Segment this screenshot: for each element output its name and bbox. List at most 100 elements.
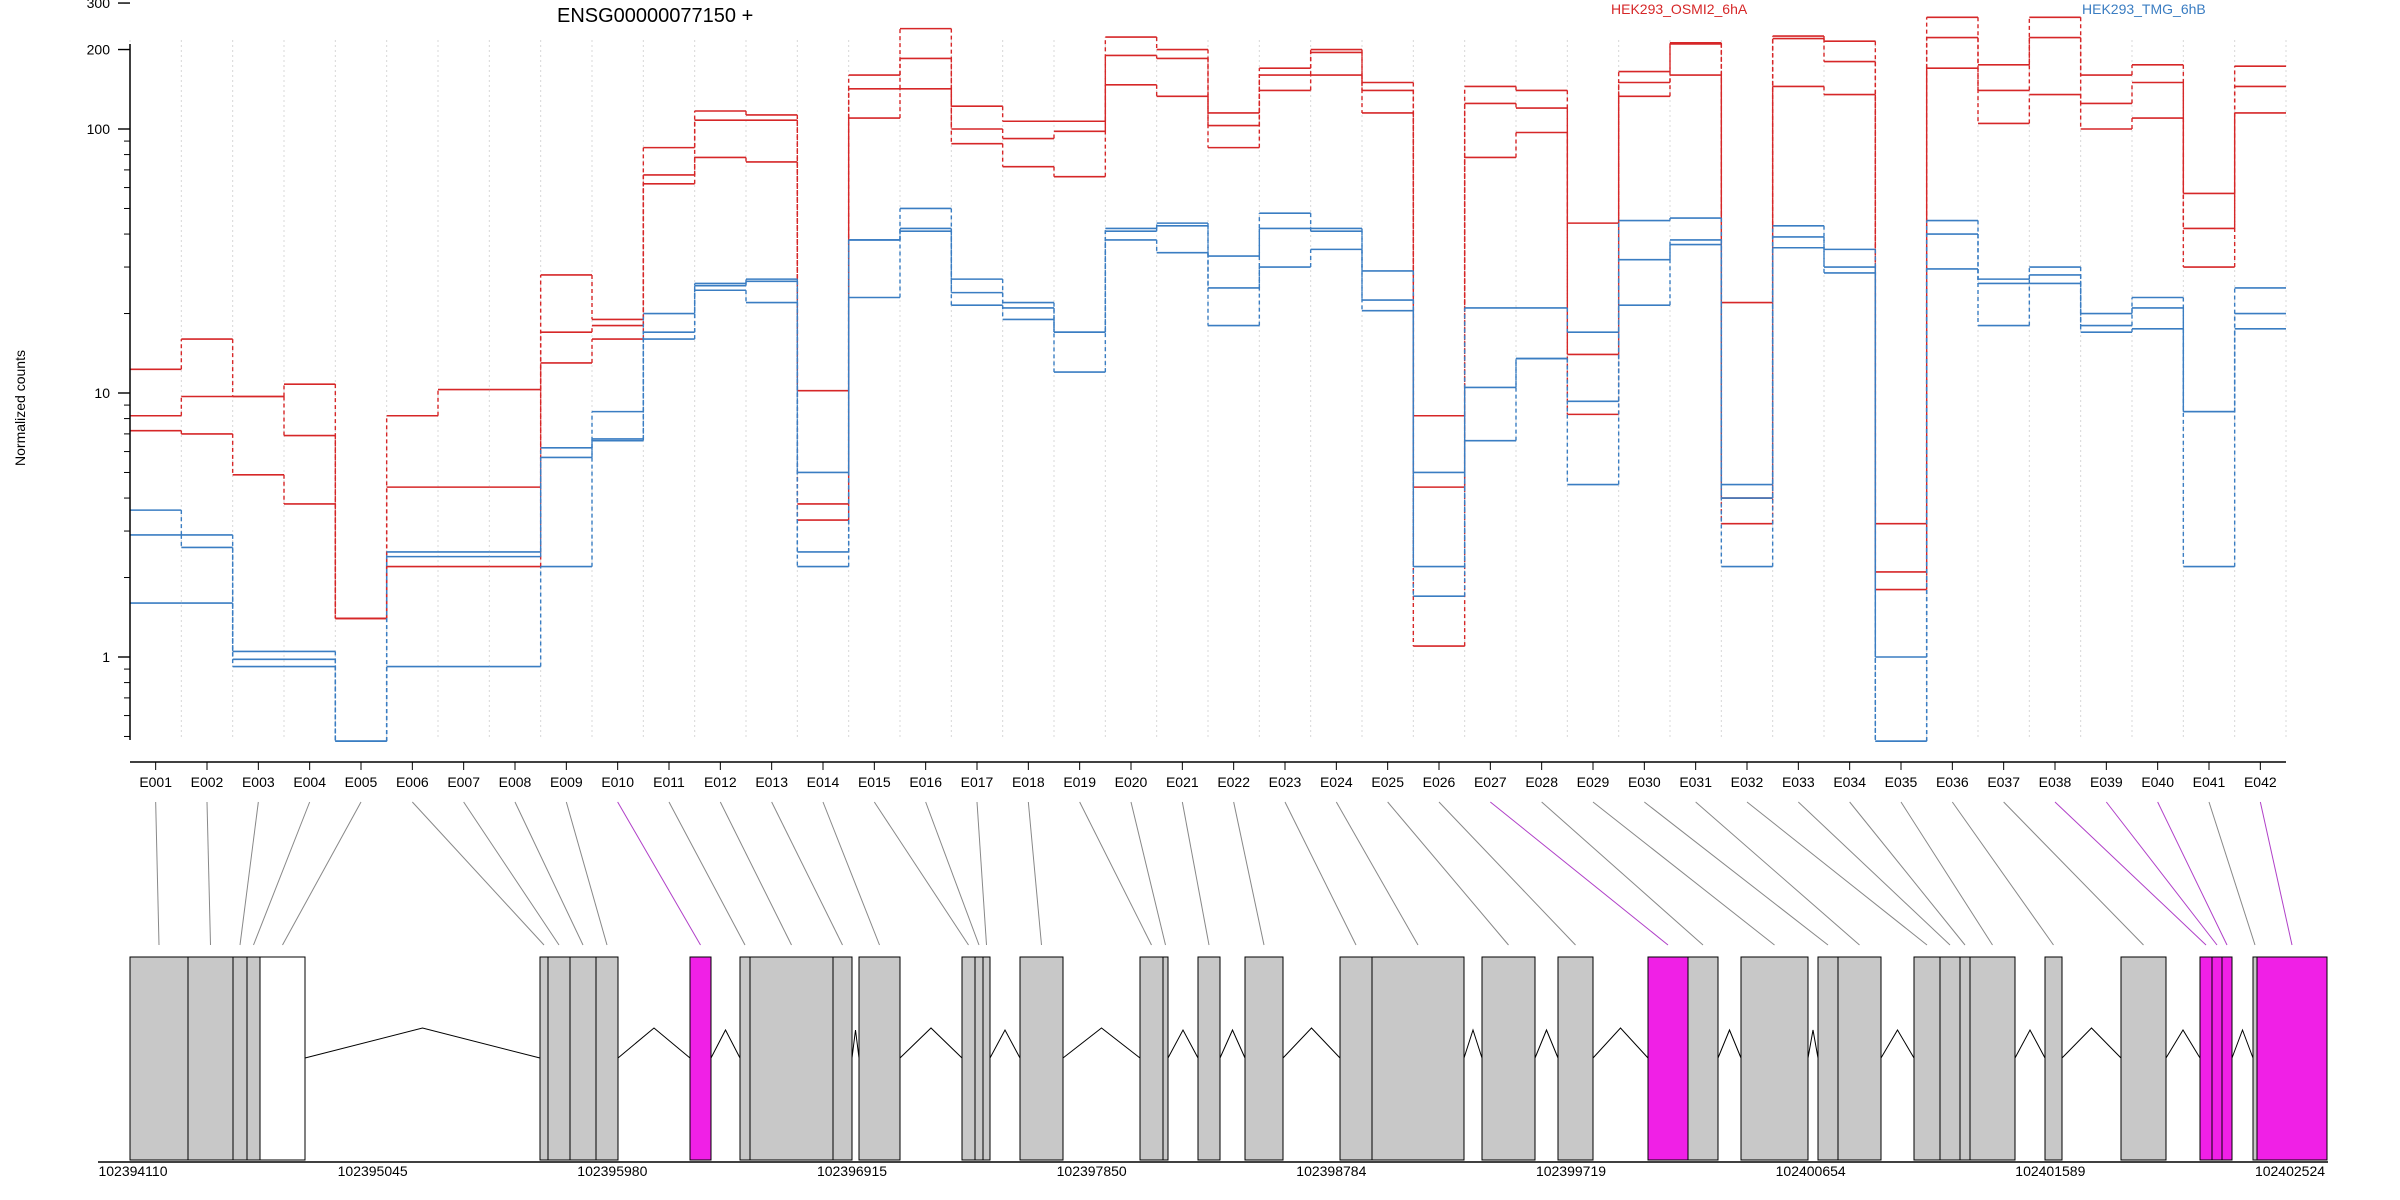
intron [617, 1027, 691, 1059]
intron [1463, 1028, 1483, 1059]
x-tick-label: E003 [242, 774, 275, 790]
exon-connector [253, 801, 311, 946]
exon-connector [668, 801, 746, 946]
exon-box [2256, 956, 2328, 1161]
x-tick-label: E020 [1115, 774, 1148, 790]
exon-connector [1233, 801, 1265, 946]
intron [2165, 1029, 2201, 1059]
exon-connector [1027, 801, 1042, 946]
exon-connector [617, 801, 701, 946]
coordinate-label: 102399719 [1536, 1163, 1606, 1179]
exon-box [232, 956, 248, 1161]
exon-connector [2157, 801, 2228, 946]
x-tick-label: E031 [1679, 774, 1712, 790]
exon-connector [1695, 801, 1860, 946]
intron [304, 1027, 541, 1059]
x-tick-label: E026 [1423, 774, 1456, 790]
exon-box [246, 956, 261, 1161]
series-lines [130, 16, 2286, 742]
exon-box [1817, 956, 1839, 1161]
x-tick-label: E032 [1731, 774, 1764, 790]
y-tick-label: 300 [87, 0, 111, 11]
exon-connector [1644, 801, 1829, 946]
exon-connector [2105, 801, 2218, 946]
exon-connectors [155, 801, 2293, 946]
intron [1062, 1027, 1141, 1059]
exon-connector [206, 801, 211, 946]
exon-box [961, 956, 976, 1161]
series-3 [130, 67, 2286, 647]
exon-box [1913, 956, 1941, 1161]
exon-connector [514, 801, 584, 946]
exon-box [1969, 956, 2016, 1161]
intron [1282, 1027, 1341, 1059]
x-tick-label: E001 [139, 774, 172, 790]
intron [899, 1027, 963, 1059]
exon-box [832, 956, 853, 1161]
exon-box [1339, 956, 1373, 1161]
exon-box [1557, 956, 1594, 1161]
coordinate-label: 102396915 [817, 1163, 887, 1179]
exon-box [1197, 956, 1221, 1161]
y-tick-label: 200 [87, 42, 111, 58]
series-6 [130, 230, 2286, 742]
exon-connector [771, 801, 843, 946]
exon-box [129, 956, 189, 1161]
x-tick-label: E022 [1217, 774, 1250, 790]
coordinate-label: 102395045 [338, 1163, 408, 1179]
exon-box [259, 956, 306, 1161]
exon-connector [1746, 801, 1928, 946]
exon-box [739, 956, 751, 1161]
exon-connector [822, 801, 880, 946]
intron [2231, 1028, 2254, 1059]
exon-connector [1797, 801, 1951, 946]
exon-box [749, 956, 834, 1161]
exon-connector [1438, 801, 1576, 946]
exon-connector [155, 801, 160, 946]
x-tick-label: E029 [1577, 774, 1610, 790]
coordinate-label: 102401589 [2015, 1163, 2085, 1179]
coordinate-label: 102400654 [1776, 1163, 1846, 1179]
y-tick-label: 10 [94, 385, 110, 401]
x-tick-label: E010 [601, 774, 634, 790]
coordinate-label: 102394110 [98, 1163, 167, 1179]
exon-connector [2208, 801, 2256, 946]
coordinate-label: 102397850 [1057, 1163, 1127, 1179]
x-tick-label: E019 [1063, 774, 1096, 790]
y-axis: 1 10 100 200 300 [87, 0, 131, 740]
exon-box [2044, 956, 2063, 1161]
exon-box [1939, 956, 1961, 1161]
x-tick-label: E011 [653, 774, 685, 790]
exon-connector [1849, 801, 1966, 946]
x-tick-label: E036 [1936, 774, 1969, 790]
x-tick-label: E008 [499, 774, 532, 790]
intron [710, 1028, 741, 1059]
x-tick-label: E017 [961, 774, 994, 790]
exon-box [2221, 956, 2233, 1161]
exon-box [2211, 956, 2223, 1161]
exon-box [1371, 956, 1465, 1161]
exon-connector [239, 801, 259, 946]
exon-connector [873, 801, 969, 946]
intron [2061, 1027, 2122, 1059]
exon-connector [2003, 801, 2144, 946]
legend-entry-tmg: HEK293_TMG_6hB [2082, 1, 2206, 17]
exon-box [187, 956, 234, 1161]
exon-box [1139, 956, 1164, 1161]
intron [1717, 1028, 1742, 1059]
x-tick-label: E038 [2039, 774, 2072, 790]
y-tick-label: 1 [102, 649, 110, 665]
x-tick-label: E025 [1371, 774, 1404, 790]
exon-connector [1130, 801, 1166, 946]
exon-connector [1592, 801, 1775, 946]
exon-box [2252, 956, 2258, 1161]
intron [1880, 1029, 1915, 1059]
exon-connector [282, 801, 362, 946]
x-tick-label: E009 [550, 774, 583, 790]
exon-connector [1284, 801, 1357, 946]
exon-connector [1079, 801, 1152, 946]
x-tick-label: E012 [704, 774, 737, 790]
exon-box [547, 956, 571, 1161]
x-axis: E001 E002 E003 E004 E005 E006 E007 E008 E009 E010… [130, 761, 2286, 790]
x-tick-label: E042 [2244, 774, 2277, 790]
